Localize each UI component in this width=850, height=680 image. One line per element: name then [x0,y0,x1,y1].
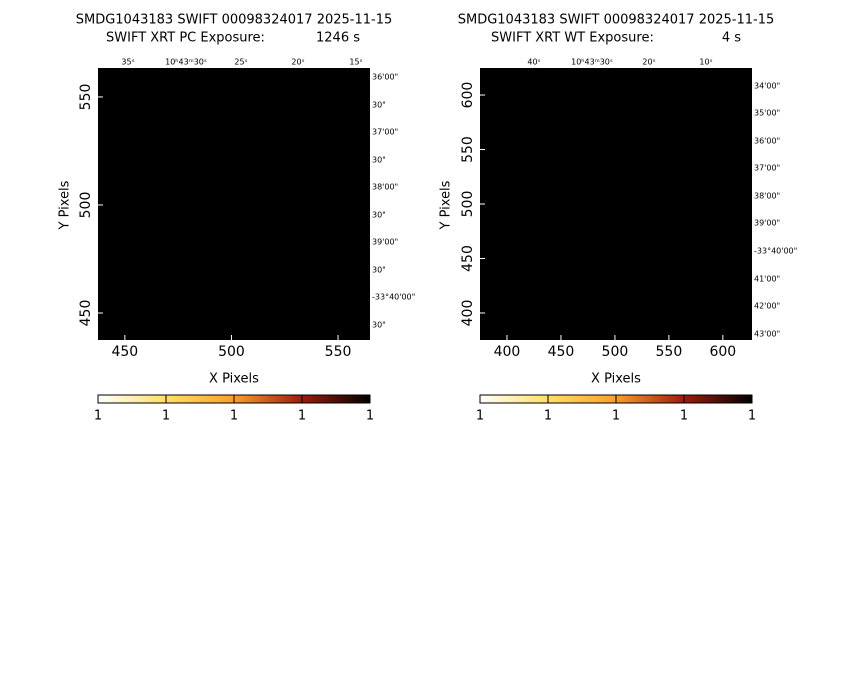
colorbar-label: 1 [298,409,306,424]
y-tick-label: 450 [78,300,94,327]
y-tick-label: 500 [78,192,94,219]
panel-title: SMDG1043183 SWIFT 00098324017 2025-11-15 [458,13,775,28]
y-axis-label: Y Pixels [439,180,454,230]
x-tick-label: 450 [111,344,138,360]
image [480,68,752,340]
y-tick-label: 550 [460,136,476,163]
ra-label: 35ˢ [121,58,134,67]
panel-subtitle: SWIFT XRT PC Exposure: [106,31,265,46]
dec-label: 43'00" [754,330,780,339]
colorbar-label: 1 [612,409,620,424]
y-tick-label: 500 [460,191,476,218]
x-axis-label: X Pixels [591,372,641,387]
dec-label: 39'00" [372,238,398,247]
dec-label: 37'00" [372,128,398,137]
y-axis-label: Y Pixels [58,180,73,230]
y-tick-label: 600 [460,82,476,109]
colorbar-label: 1 [476,409,484,424]
y-tick-label: 400 [460,300,476,327]
ra-label: 10ʰ43ᵐ30ˢ [571,58,613,67]
x-tick-label: 550 [656,344,683,360]
dec-label: 34'00" [754,82,780,91]
dec-label: 39'00" [754,219,780,228]
y-tick-label: 550 [78,84,94,111]
dec-label: 37'00" [754,164,780,173]
dec-label: 30" [372,266,386,275]
colorbar-label: 1 [680,409,688,424]
x-tick-label: 550 [325,344,352,360]
ra-label: 10ʰ43ᵐ30ˢ [165,58,207,67]
ra-label: 25ˢ [234,58,247,67]
ra-label: 20ˢ [291,58,304,67]
dec-label: 42'00" [754,302,780,311]
dec-label: 30" [372,101,386,110]
x-tick-label: 500 [218,344,245,360]
dec-label: 38'00" [754,192,780,201]
dec-label: 38'00" [372,183,398,192]
ra-label: 20ˢ [642,58,655,67]
dec-label: 36'00" [754,137,780,146]
image [98,68,370,340]
panel-subtitle: SWIFT XRT WT Exposure: [491,31,654,46]
x-tick-label: 450 [548,344,575,360]
panel-title: SMDG1043183 SWIFT 00098324017 2025-11-15 [76,13,393,28]
dec-label: -33°40'00" [372,293,415,302]
ra-label: 15ˢ [349,58,362,67]
y-tick-label: 450 [460,245,476,272]
dec-label: 35'00" [754,109,780,118]
ra-label: 40ˢ [527,58,540,67]
x-tick-label: 400 [494,344,521,360]
dec-label: 30" [372,211,386,220]
x-axis-label: X Pixels [209,372,259,387]
colorbar-label: 1 [162,409,170,424]
exposure: 4 s [722,31,741,46]
dec-label: 36'00" [372,73,398,82]
colorbar-label: 1 [230,409,238,424]
colorbar-label: 1 [544,409,552,424]
dec-label: -33°40'00" [754,247,797,256]
dec-label: 41'00" [754,275,780,284]
colorbar-label: 1 [366,409,374,424]
dec-label: 30" [372,321,386,330]
exposure: 1246 s [316,31,360,46]
dec-label: 30" [372,156,386,165]
colorbar-label: 1 [94,409,102,424]
x-tick-label: 500 [602,344,629,360]
colorbar-label: 1 [748,409,756,424]
x-tick-label: 600 [709,344,736,360]
ra-label: 10ˢ [699,58,712,67]
